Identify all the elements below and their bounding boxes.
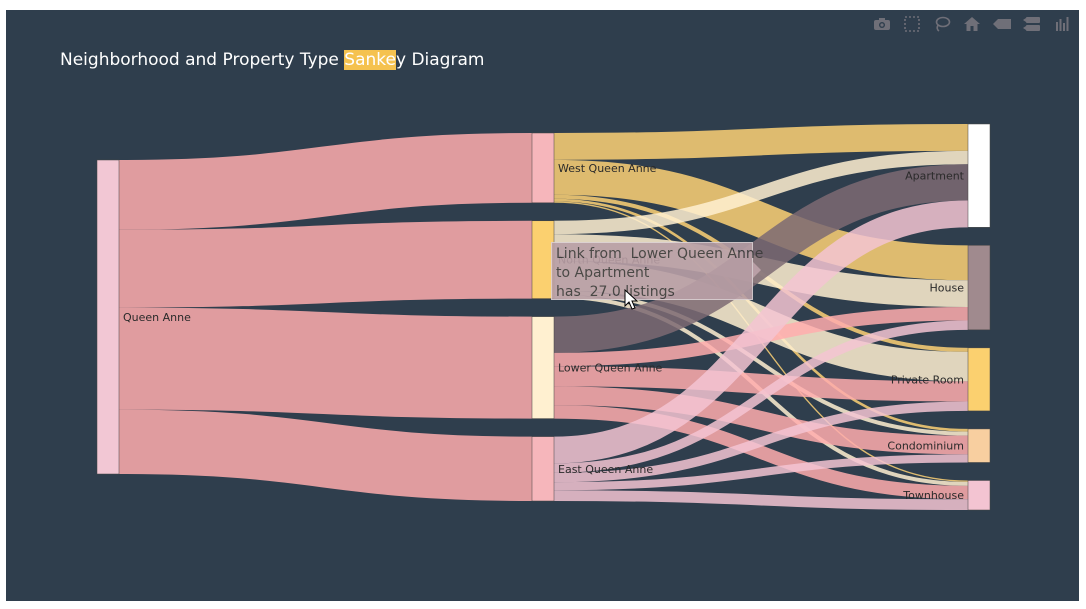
tooltip-arrow [753, 262, 761, 278]
sankey-node-condo[interactable] [968, 429, 990, 463]
hover-tooltip: Link from Lower Queen Anne to Apartment … [551, 242, 753, 300]
sankey-node-lqa[interactable] [532, 317, 554, 419]
sankey-node-label-pr: Private Room [891, 373, 964, 386]
sankey-link-qa-wqa[interactable] [119, 168, 532, 195]
tooltip-line-2: to Apartment [556, 264, 748, 283]
sankey-node-eqa[interactable] [532, 437, 554, 501]
sankey-link-wqa-apt[interactable] [554, 137, 968, 146]
sankey-node-label-apt: Apartment [905, 170, 965, 183]
mouse-cursor-icon [624, 289, 640, 311]
sankey-node-label-house: House [930, 282, 965, 295]
sankey-node-label-lqa: Lower Queen Anne [558, 362, 663, 375]
sankey-node-label-eqa: East Queen Anne [558, 463, 653, 476]
sankey-link-qa-eqa[interactable] [119, 442, 532, 469]
sankey-node-house[interactable] [968, 245, 990, 330]
sankey-link-qa-nqa[interactable] [119, 260, 532, 269]
sankey-node-qa[interactable] [97, 160, 119, 474]
sankey-node-label-condo: Condominium [887, 440, 964, 453]
sankey-node-label-qa: Queen Anne [123, 311, 191, 324]
sankey-node-wqa[interactable] [532, 133, 554, 203]
tooltip-line-3: has 27.0 listings [556, 283, 748, 302]
sankey-node-apt[interactable] [968, 124, 990, 227]
sankey-node-label-town: Townhouse [902, 489, 964, 502]
tooltip-line-1: Link from Lower Queen Anne [556, 245, 748, 264]
sankey-node-town[interactable] [968, 480, 990, 510]
sankey-node-label-wqa: West Queen Anne [558, 162, 657, 175]
sankey-node-pr[interactable] [968, 348, 990, 411]
sankey-link-qa-lqa[interactable] [119, 359, 532, 368]
